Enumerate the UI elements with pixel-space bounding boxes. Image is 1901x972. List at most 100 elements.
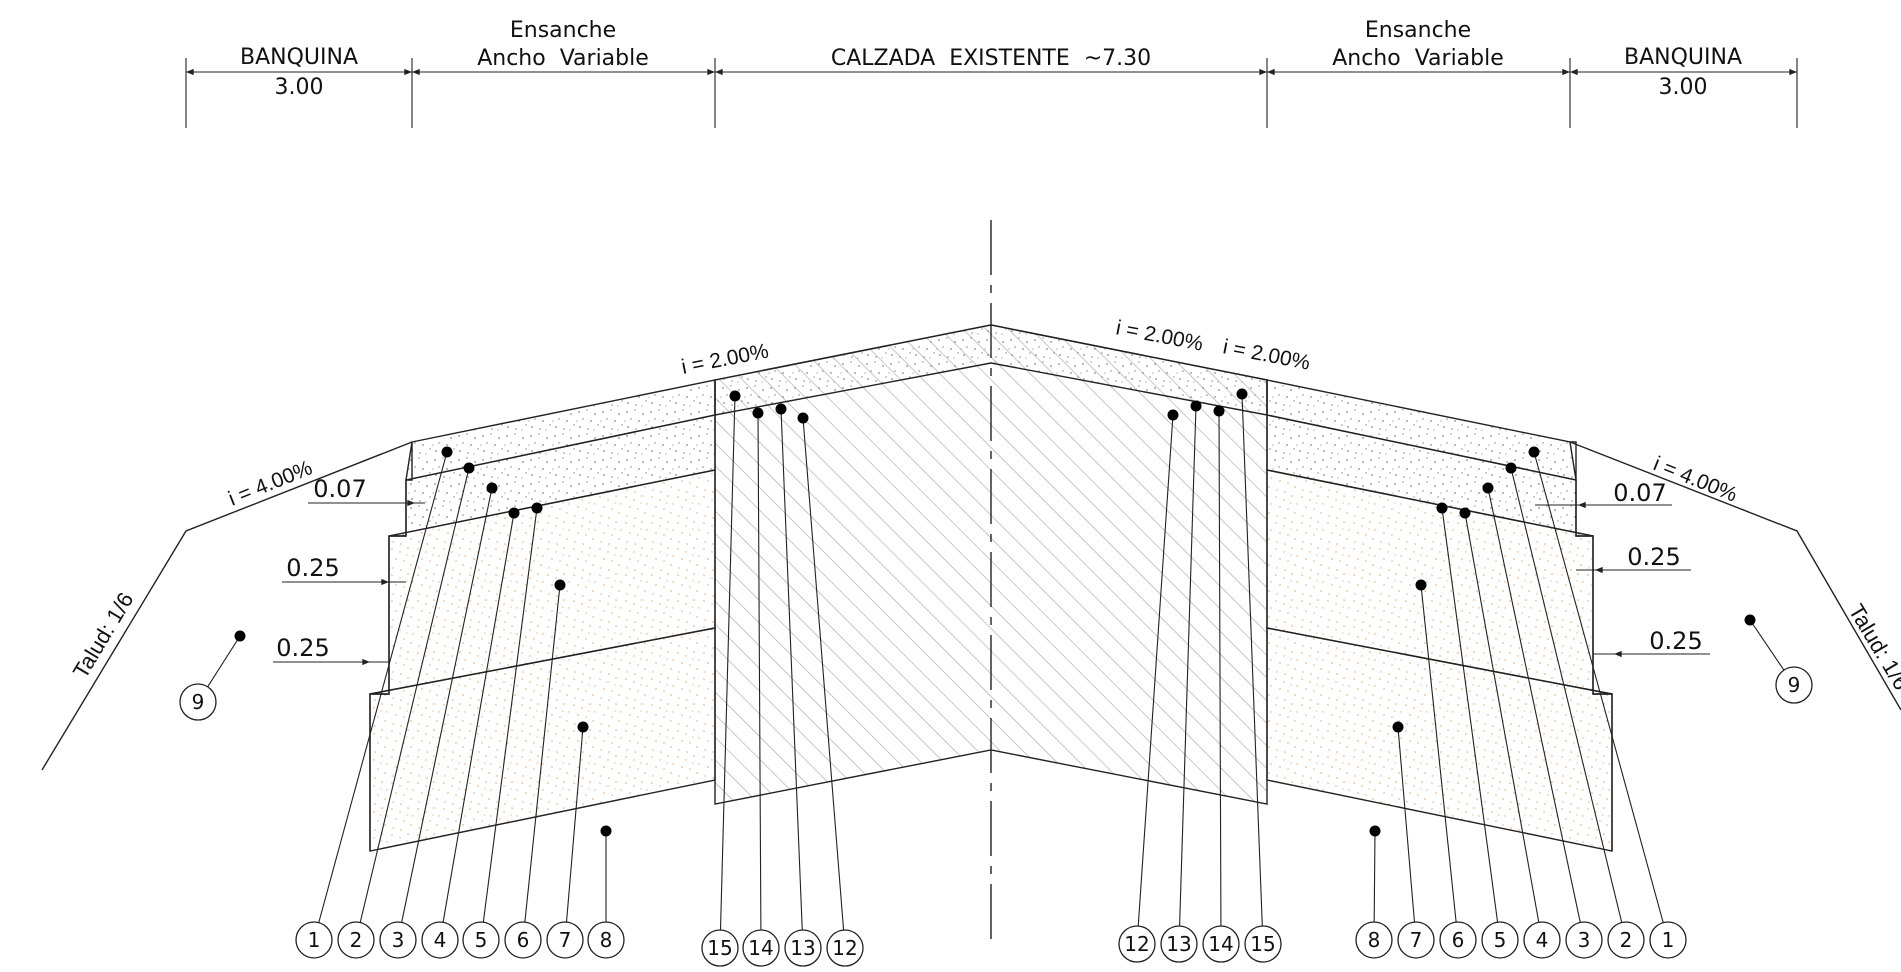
callout-left-widening-6: 6 bbox=[504, 579, 566, 959]
thickness-left-3: 0.25 bbox=[276, 634, 329, 662]
talud-right: Talud: 1/6 bbox=[1844, 600, 1901, 695]
leader-line bbox=[359, 467, 470, 923]
leader-line bbox=[780, 408, 803, 931]
leader-line bbox=[1218, 410, 1222, 927]
callout-label: 9 bbox=[1788, 673, 1801, 697]
callout-label: 7 bbox=[1410, 928, 1423, 952]
callout-left-widening-5: 5 bbox=[462, 502, 543, 959]
callout-left-widening-4: 4 bbox=[421, 507, 520, 959]
leader-line bbox=[318, 451, 448, 923]
leader-line bbox=[1464, 512, 1540, 923]
callout-label: 4 bbox=[1536, 928, 1549, 952]
leader-dot bbox=[1505, 462, 1517, 474]
callout-right-existing-15: 15 bbox=[1236, 388, 1282, 963]
callout-label: 1 bbox=[308, 928, 321, 952]
callout-right-existing-12: 12 bbox=[1118, 409, 1179, 963]
callout-circle bbox=[701, 929, 739, 967]
leader-line bbox=[1179, 405, 1197, 927]
callout-label: 6 bbox=[1452, 928, 1465, 952]
leader-line bbox=[1749, 619, 1785, 671]
leader-dot bbox=[729, 390, 741, 402]
callout-circle bbox=[1565, 921, 1603, 959]
callout-circle bbox=[379, 921, 417, 959]
leader-line bbox=[442, 512, 515, 923]
leader-dot bbox=[577, 721, 589, 733]
callout-right-widening-1: 1 bbox=[1528, 446, 1687, 959]
callout-left-widening-1: 1 bbox=[295, 446, 453, 959]
callout-circle bbox=[784, 929, 822, 967]
callout-label: 2 bbox=[1620, 928, 1633, 952]
thickness-right-3: 0.25 bbox=[1649, 627, 1702, 655]
dim-ensanche-left-subtitle: Ancho Variable bbox=[477, 46, 649, 71]
callout-label: 5 bbox=[475, 928, 488, 952]
leader-line bbox=[524, 584, 561, 923]
left-asphalt-layer-upper bbox=[405, 379, 716, 481]
callout-right-widening-7: 7 bbox=[1392, 721, 1435, 959]
callout-circle bbox=[179, 683, 217, 721]
dim-ensanche-right-title: Ensanche bbox=[1365, 18, 1471, 43]
callout-circle bbox=[1775, 666, 1813, 704]
callout-circle bbox=[1355, 921, 1393, 959]
slope-left-shoulder: i = 4.00% bbox=[225, 456, 315, 510]
callout-left-widening-2: 2 bbox=[337, 462, 475, 959]
leader-line bbox=[802, 417, 845, 931]
leader-dot bbox=[531, 502, 543, 514]
leader-dot bbox=[1369, 825, 1381, 837]
leader-dot bbox=[463, 462, 475, 474]
leader-dot bbox=[1459, 507, 1471, 519]
callouts: 1 2 3 4 5 6 7 8 15 14 13 12 12 13 14 15 8 7 6 5 4 3 2 199 bbox=[179, 388, 1813, 967]
leader-dot bbox=[752, 407, 764, 419]
slope-right-pavement-inner: i = 2.00% bbox=[1114, 316, 1205, 355]
leader-line bbox=[757, 412, 762, 931]
dim-ensanche-right-subtitle: Ancho Variable bbox=[1332, 46, 1504, 71]
leader-dot bbox=[797, 412, 809, 424]
dim-banquina-left-title: BANQUINA bbox=[240, 45, 358, 70]
callout-label: 8 bbox=[1368, 928, 1381, 952]
callout-label: 7 bbox=[559, 928, 572, 952]
thickness-left-2: 0.25 bbox=[286, 554, 339, 582]
callout-right-widening-5: 5 bbox=[1436, 502, 1519, 959]
thickness-right-1: 0.07 bbox=[1613, 479, 1666, 507]
callout-circle bbox=[504, 921, 542, 959]
callout-circle bbox=[742, 929, 780, 967]
leader-dot bbox=[441, 446, 453, 458]
callout-circle bbox=[1244, 925, 1282, 963]
callout-label: 5 bbox=[1494, 928, 1507, 952]
callout-label: 13 bbox=[1166, 932, 1191, 956]
leader-dot bbox=[1190, 400, 1202, 412]
leader-dot bbox=[1744, 614, 1756, 626]
callout-circle bbox=[337, 921, 375, 959]
dimension-chain: BANQUINA 3.00 Ensanche Ancho Variable CA… bbox=[185, 18, 1798, 128]
callout-circle bbox=[1481, 921, 1519, 959]
callout-circle bbox=[462, 921, 500, 959]
thickness-dimensions: 0.07 0.25 0.25 0.07 0.25 0.25 bbox=[273, 475, 1710, 666]
thickness-right-2: 0.25 bbox=[1627, 543, 1680, 571]
callout-label: 12 bbox=[832, 936, 857, 960]
dim-banquina-left-value: 3.00 bbox=[275, 75, 324, 100]
callout-right-widening-6: 6 bbox=[1415, 579, 1477, 959]
callout-circle bbox=[1439, 921, 1477, 959]
callout-circle bbox=[1160, 925, 1198, 963]
leader-line bbox=[1441, 507, 1499, 923]
callout-left-existing-14: 14 bbox=[742, 407, 780, 967]
leader-dot bbox=[1213, 405, 1225, 417]
leader-line bbox=[401, 487, 493, 923]
callout-circle bbox=[587, 921, 625, 959]
callout-label: 12 bbox=[1124, 932, 1149, 956]
callout-label: 14 bbox=[748, 936, 773, 960]
leader-line bbox=[1137, 414, 1174, 927]
leader-line bbox=[1420, 584, 1457, 923]
leader-dot bbox=[1415, 579, 1427, 591]
callout-right-widening-2: 2 bbox=[1505, 462, 1645, 959]
callout-right-widening-8: 8 bbox=[1355, 825, 1393, 959]
callout-circle bbox=[421, 921, 459, 959]
leader-line bbox=[1397, 726, 1416, 923]
callout-circle bbox=[1607, 921, 1645, 959]
leader-line bbox=[1533, 451, 1664, 923]
callout-left-existing-12: 12 bbox=[797, 412, 864, 967]
terrain bbox=[41, 220, 1901, 945]
callout-circle bbox=[1397, 921, 1435, 959]
callout-circle bbox=[826, 929, 864, 967]
leader-line bbox=[565, 726, 584, 923]
